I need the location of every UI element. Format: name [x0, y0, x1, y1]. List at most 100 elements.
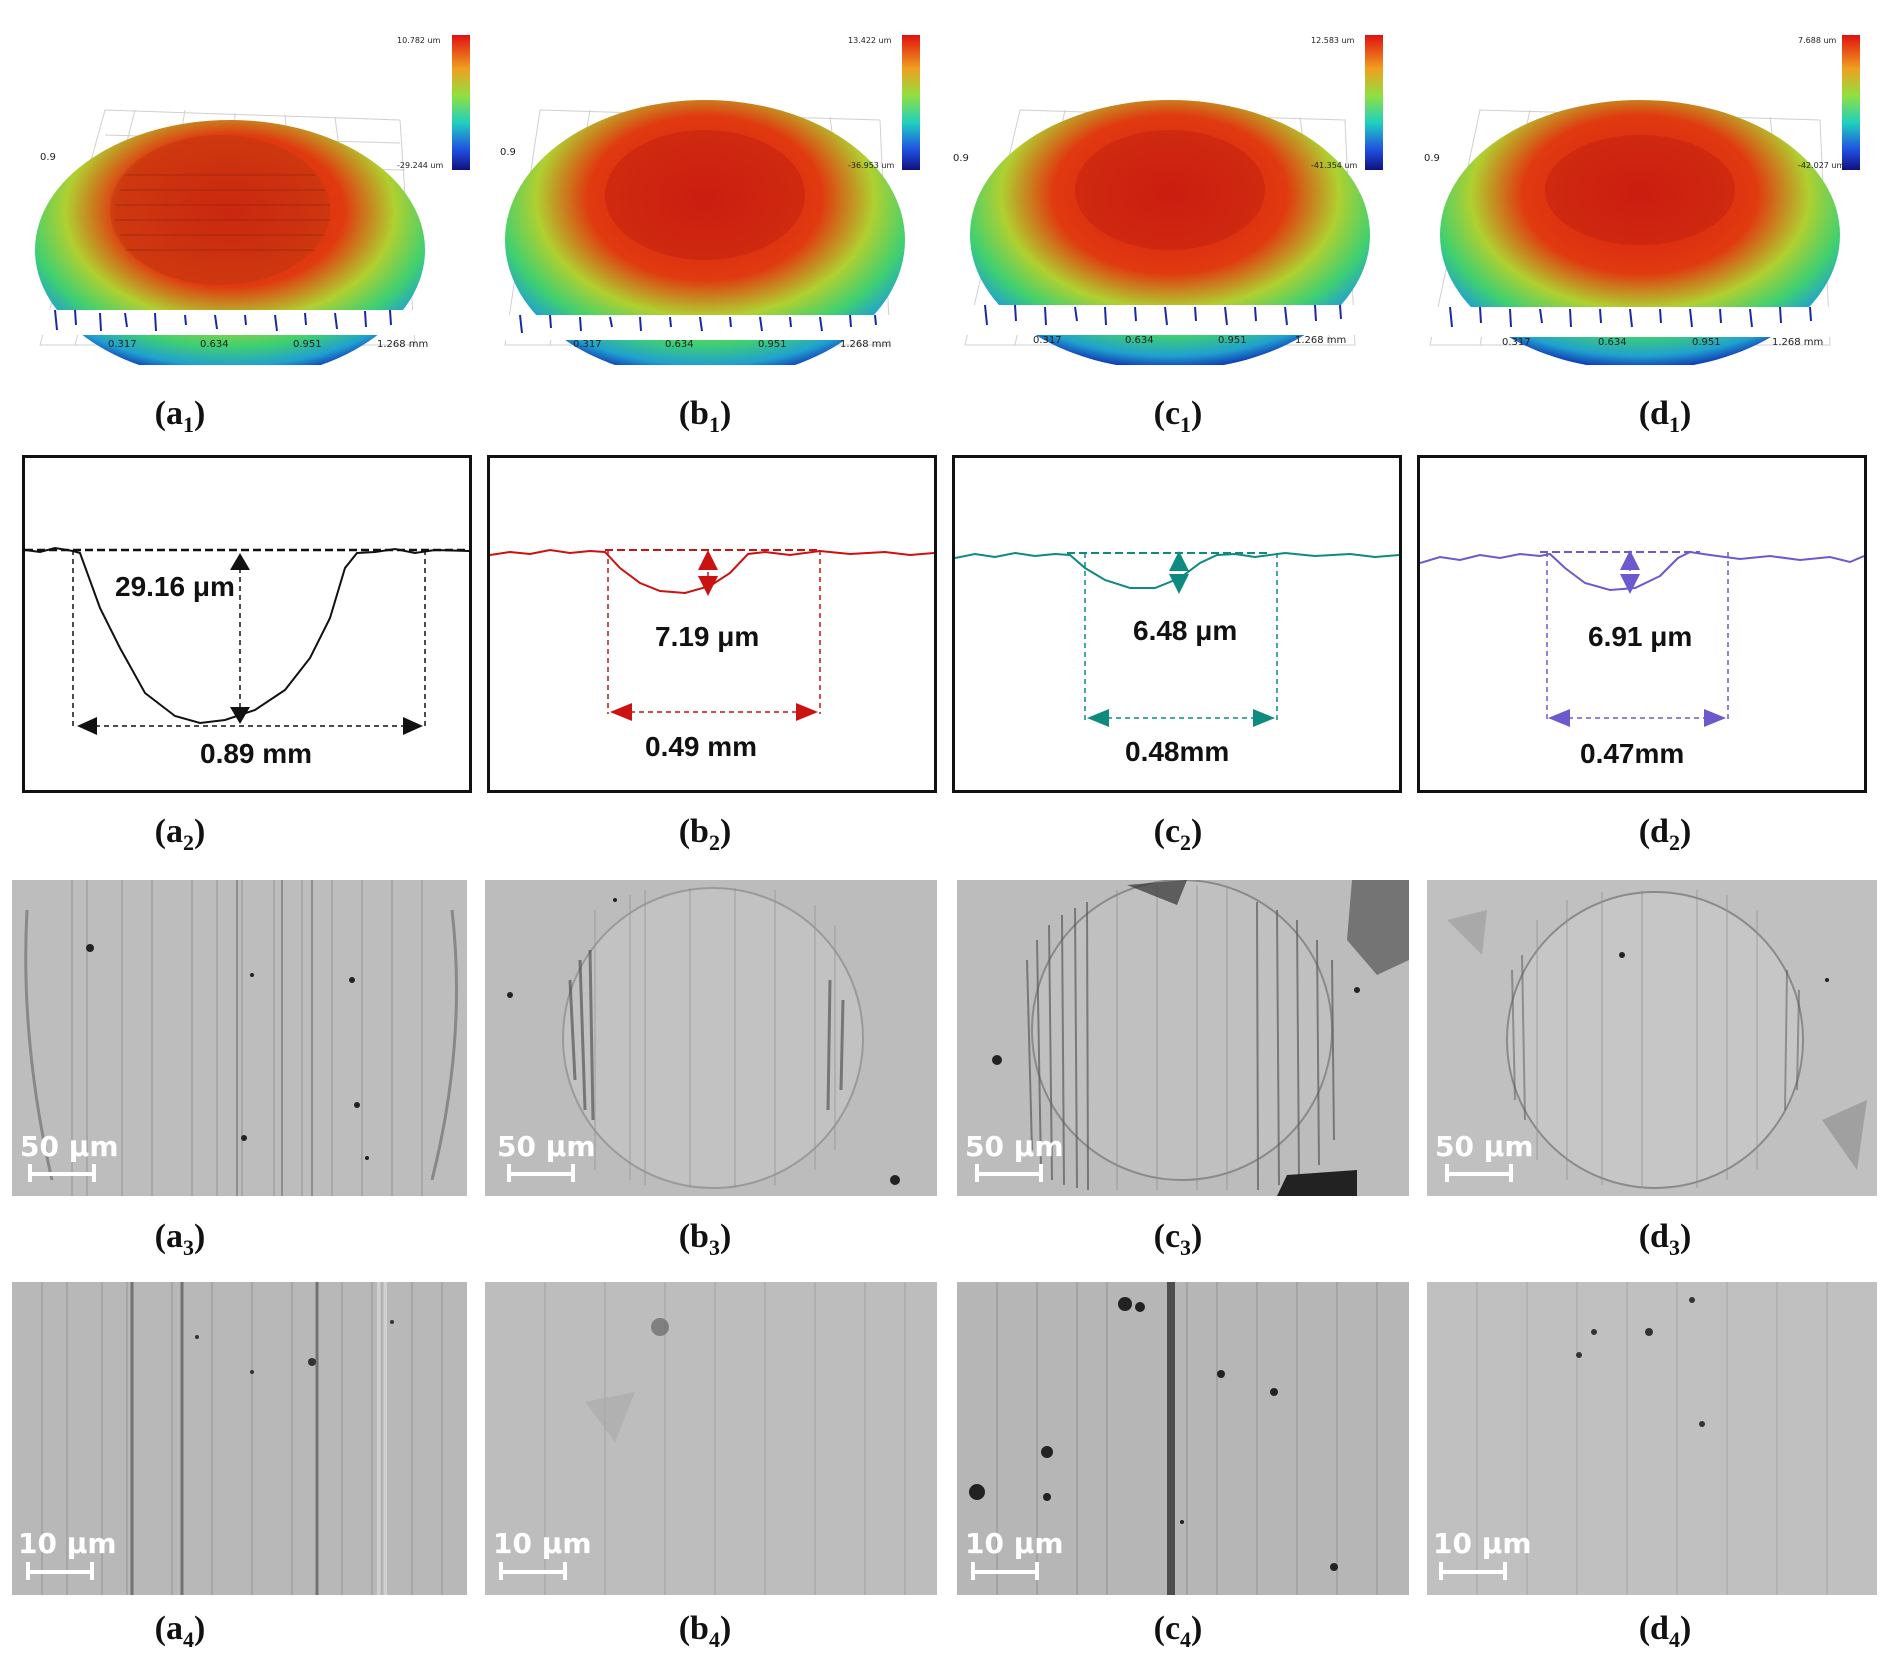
micrograph-d4: 10 μm: [1427, 1282, 1877, 1595]
scale-bar-tick: [507, 1164, 511, 1182]
scale-bar-label: 10 μm: [1433, 1527, 1532, 1560]
scale-bar-label: 10 μm: [493, 1527, 592, 1560]
colorbar-max-label: 10.782 um: [397, 36, 441, 45]
caption-d2: (d2): [1638, 813, 1692, 855]
colorbar-max-label: 7.688 um: [1798, 36, 1837, 45]
scale-bar: [977, 1172, 1041, 1176]
x-tick: 0.634: [1598, 337, 1627, 348]
scale-bar-tick: [975, 1164, 979, 1182]
topography-plot: 0.9 0.317 0.634 0.951 1.268 mm 13.422 um…: [500, 35, 920, 380]
colorbar: [452, 35, 470, 170]
depth-label: 29.16 μm: [115, 571, 235, 602]
caption-c1: (c1): [1153, 395, 1203, 437]
scale-bar-tick: [971, 1562, 975, 1580]
colorbar-min-label: -36.953 um: [848, 161, 894, 170]
x-tick: 0.951: [758, 339, 787, 350]
width-label: 0.49 mm: [645, 731, 757, 762]
profile-panel-b2: 7.19 μm 0.49 mm: [487, 455, 937, 793]
micrograph-c3: 50 μm: [957, 880, 1409, 1196]
topography-plot: 0.9 0.317 0.634 0.951 1.268 mm 10.782 um…: [35, 35, 470, 380]
width-label: 0.89 mm: [200, 738, 312, 769]
x-tick: 1.268 mm: [377, 339, 428, 350]
profile-plot: 7.19 μm 0.49 mm: [489, 548, 935, 762]
y-tick: 0.9: [500, 147, 516, 158]
micrograph-d3: 50 μm: [1427, 880, 1877, 1196]
scale-bar: [30, 1172, 94, 1176]
scale-bar-tick: [1445, 1164, 1449, 1182]
profile-plot: 29.16 μm 0.89 mm: [24, 546, 470, 769]
x-tick: 0.317: [1502, 337, 1531, 348]
colorbar-min-label: -29.244 um: [397, 161, 443, 170]
topography-plot: 0.9 0.317 0.634 0.951 1.268 mm 12.583 um…: [953, 35, 1383, 370]
x-tick: 0.634: [1125, 335, 1154, 346]
scale-bar-label: 50 μm: [497, 1130, 596, 1163]
profile-panel-d2: 6.91 μm 0.47mm: [1417, 455, 1867, 793]
micrograph-c4: 10 μm: [957, 1282, 1409, 1595]
y-tick: 0.9: [40, 152, 56, 163]
scale-bar-tick: [1035, 1562, 1039, 1580]
scale-bar-tick: [1039, 1164, 1043, 1182]
micrograph-a3: 50 μm: [12, 880, 467, 1196]
depth-label: 6.48 μm: [1133, 615, 1237, 646]
topography-panel-d1: 0.9 0.317 0.634 0.951 1.268 mm 7.688 um …: [1410, 25, 1880, 370]
scale-bar-tick: [1439, 1562, 1443, 1580]
scale-bar-tick: [563, 1562, 567, 1580]
caption-d3: (d3): [1638, 1218, 1692, 1260]
profile-panel-a2: 29.16 μm 0.89 mm: [22, 455, 472, 793]
scale-bar: [1441, 1570, 1505, 1574]
micrograph-b3: 50 μm: [485, 880, 937, 1196]
width-label: 0.47mm: [1580, 738, 1684, 769]
caption-d1: (d1): [1638, 395, 1692, 437]
colorbar: [902, 35, 920, 170]
profile-plot: 6.91 μm 0.47mm: [1419, 550, 1865, 769]
caption-b2: (b2): [678, 813, 732, 855]
y-tick: 0.9: [1424, 153, 1440, 164]
scale-bar-label: 10 μm: [965, 1527, 1064, 1560]
scale-bar-tick: [499, 1562, 503, 1580]
scale-bar: [501, 1570, 565, 1574]
scale-bar-label: 50 μm: [965, 1130, 1064, 1163]
micrograph-b4: 10 μm: [485, 1282, 937, 1595]
depth-label: 6.91 μm: [1588, 621, 1692, 652]
topography-panel-b1: 0.9 0.317 0.634 0.951 1.268 mm 13.422 um…: [480, 25, 940, 380]
caption-b3: (b3): [678, 1218, 732, 1260]
depth-label: 7.19 μm: [655, 621, 759, 652]
scale-bar: [28, 1570, 92, 1574]
x-tick: 0.634: [665, 339, 694, 350]
x-tick: 0.317: [573, 339, 602, 350]
scale-bar-tick: [90, 1562, 94, 1580]
scale-bar: [1447, 1172, 1511, 1176]
scale-bar-tick: [26, 1562, 30, 1580]
colorbar-max-label: 13.422 um: [848, 36, 892, 45]
x-tick: 1.268 mm: [840, 339, 891, 350]
profile-panel-c2: 6.48 μm 0.48mm: [952, 455, 1402, 793]
scale-bar-tick: [1503, 1562, 1507, 1580]
scale-bar-tick: [1509, 1164, 1513, 1182]
x-tick: 1.268 mm: [1295, 335, 1346, 346]
scale-bar: [509, 1172, 573, 1176]
colorbar: [1365, 35, 1383, 170]
caption-c4: (c4): [1153, 1610, 1203, 1652]
colorbar: [1842, 35, 1860, 170]
scale-bar-label: 50 μm: [1435, 1130, 1534, 1163]
caption-b4: (b4): [678, 1610, 732, 1652]
profile-plot: 6.48 μm 0.48mm: [954, 551, 1400, 767]
scale-bar-tick: [571, 1164, 575, 1182]
caption-c3: (c3): [1153, 1218, 1203, 1260]
scale-bar-tick: [92, 1164, 96, 1182]
topography-plot: 0.9 0.317 0.634 0.951 1.268 mm 7.688 um …: [1424, 35, 1860, 370]
x-tick: 0.951: [1218, 335, 1247, 346]
caption-a3: (a3): [154, 1218, 206, 1260]
caption-a1: (a1): [154, 395, 206, 437]
x-tick: 0.317: [108, 339, 137, 350]
caption-c2: (c2): [1153, 813, 1203, 855]
scale-bar: [973, 1570, 1037, 1574]
x-tick: 1.268 mm: [1772, 337, 1823, 348]
colorbar-min-label: -42.027 um: [1798, 161, 1844, 170]
scale-bar-label: 50 μm: [20, 1130, 119, 1163]
colorbar-min-label: -41.354 um: [1311, 161, 1357, 170]
topography-panel-c1: 0.9 0.317 0.634 0.951 1.268 mm 12.583 um…: [945, 25, 1405, 370]
x-tick: 0.951: [1692, 337, 1721, 348]
micrograph-a4: 10 μm: [12, 1282, 467, 1595]
y-tick: 0.9: [953, 153, 969, 164]
